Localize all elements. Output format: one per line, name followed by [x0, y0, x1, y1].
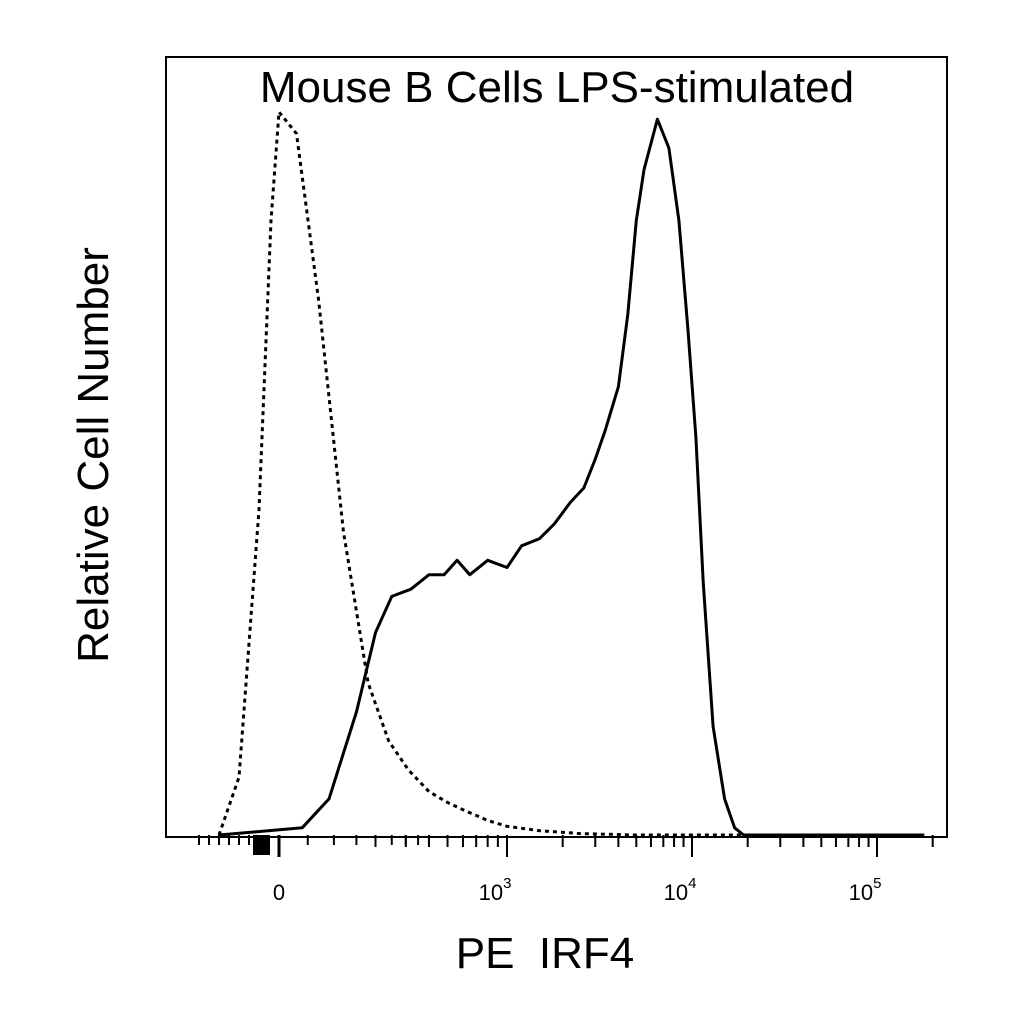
dashed-histogram-line [217, 110, 925, 837]
x-axis-ticks [198, 835, 934, 857]
x-tick-label: 0 [273, 880, 285, 905]
series-layer [217, 110, 925, 837]
x-tick-label: 104 [664, 875, 697, 905]
x-tick-labels: 0 103 104 105 [273, 875, 882, 905]
plot-frame [165, 56, 948, 838]
tick-cluster [253, 835, 270, 855]
solid-histogram-line [218, 117, 925, 837]
chart-title: Mouse B Cells LPS-stimulated [260, 63, 854, 112]
x-tick-label: 103 [479, 875, 512, 905]
y-axis-label: Relative Cell Number [69, 247, 118, 663]
x-axis-label: PE IRF4 [456, 929, 635, 978]
x-tick-label: 105 [849, 875, 882, 905]
